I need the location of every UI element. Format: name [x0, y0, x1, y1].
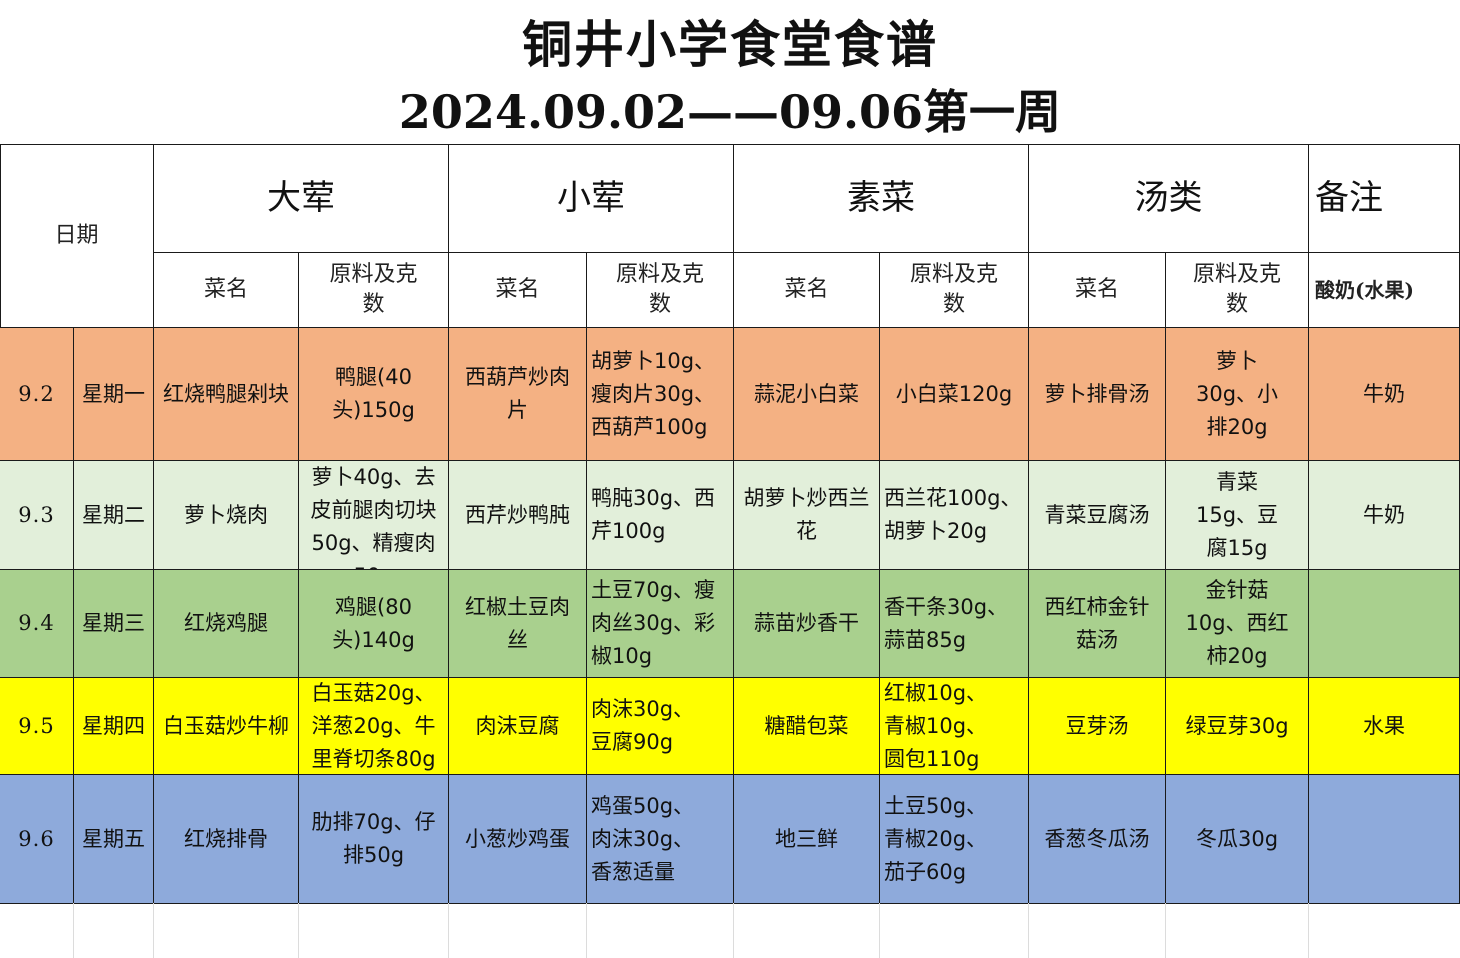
- small-meat-ingredients: 鸡蛋50g、肉沫30g、香葱适量: [587, 775, 734, 904]
- veg-dish: 地三鲜: [734, 775, 880, 904]
- grid-line: [74, 903, 154, 958]
- big-meat-dish: 红烧鸭腿剁块: [154, 328, 299, 461]
- remark: 牛奶: [1309, 461, 1460, 570]
- soup-ingredients: 金针菇10g、西红柿20g: [1166, 570, 1309, 678]
- row-date: 9.4: [0, 570, 74, 678]
- row-weekday: 星期二: [74, 461, 154, 570]
- soup-ingredients: 冬瓜30g: [1166, 775, 1309, 904]
- small-meat-dish: 红椒土豆肉丝: [449, 570, 587, 678]
- subheader-soup-ing: 原料及克数: [1166, 253, 1309, 328]
- menu-title: 铜井小学食堂食谱: [522, 15, 938, 74]
- veg-ingredients: 小白菜120g: [880, 328, 1029, 461]
- small-meat-ingredients: 肉沫30g、豆腐90g: [587, 678, 734, 775]
- veg-dish: 糖醋包菜: [734, 678, 880, 775]
- big-meat-ingredients: 鸭腿(40头)150g: [299, 328, 449, 461]
- soup-ingredients: 萝卜30g、小排20g: [1166, 328, 1309, 461]
- small-meat-dish: 肉沫豆腐: [449, 678, 587, 775]
- grid-line: [154, 903, 299, 958]
- soup-dish: 西红柿金针菇汤: [1029, 570, 1166, 678]
- soup-dish: 青菜豆腐汤: [1029, 461, 1166, 570]
- row-date: 9.2: [0, 328, 74, 461]
- remark: [1309, 570, 1460, 678]
- grid-line: [449, 903, 587, 958]
- big-meat-ingredients: 鸡腿(80头)140g: [299, 570, 449, 678]
- soup-dish: 萝卜排骨汤: [1029, 328, 1166, 461]
- subheader-veg-dish: 菜名: [734, 253, 880, 328]
- header-date-label: 日期: [54, 223, 99, 248]
- big-meat-dish: 白玉菇炒牛柳: [154, 678, 299, 775]
- grid-line: [299, 903, 449, 958]
- grid-line: [1029, 903, 1166, 958]
- row-weekday: 星期五: [74, 775, 154, 904]
- big-meat-ingredients: 白玉菇20g、洋葱20g、牛里脊切条80g: [299, 678, 449, 775]
- big-meat-ingredients: 萝卜40g、去皮前腿肉切块50g、精瘦肉50g: [299, 461, 449, 570]
- grid-line: [734, 903, 880, 958]
- subheader-veg-ing: 原料及克数: [880, 253, 1029, 328]
- subheader-small-meat-ing: 原料及克数: [587, 253, 734, 328]
- row-date: 9.5: [0, 678, 74, 775]
- subheader-small-meat-dish: 菜名: [449, 253, 587, 328]
- veg-ingredients: 西兰花100g、胡萝卜20g: [880, 461, 1029, 570]
- row-weekday: 星期三: [74, 570, 154, 678]
- row-date: 9.6: [0, 775, 74, 904]
- small-meat-ingredients: 胡萝卜10g、瘦肉片30g、西葫芦100g: [587, 328, 734, 461]
- veg-ingredients: 土豆50g、青椒20g、茄子60g: [880, 775, 1029, 904]
- veg-dish: 蒜苗炒香干: [734, 570, 880, 678]
- table-top-border: [0, 144, 1460, 145]
- grid-line: [0, 903, 74, 958]
- veg-ingredients: 香干条30g、蒜苗85g: [880, 570, 1029, 678]
- row-weekday: 星期一: [74, 328, 154, 461]
- big-meat-dish: 红烧排骨: [154, 775, 299, 904]
- soup-dish: 豆芽汤: [1029, 678, 1166, 775]
- small-meat-dish: 小葱炒鸡蛋: [449, 775, 587, 904]
- remark: [1309, 775, 1460, 904]
- grid-line: [880, 903, 1029, 958]
- veg-dish: 蒜泥小白菜: [734, 328, 880, 461]
- row-date: 9.3: [0, 461, 74, 570]
- subheader-soup-dish: 菜名: [1029, 253, 1166, 328]
- header-soup: 汤类: [1029, 145, 1309, 253]
- header-big-meat: 大荤: [154, 145, 449, 253]
- subheader-big-meat-ing: 原料及克数: [299, 253, 449, 328]
- big-meat-ingredients: 肋排70g、仔排50g: [299, 775, 449, 904]
- grid-line: [1166, 903, 1309, 958]
- veg-ingredients: 红椒10g、青椒10g、圆包110g: [880, 678, 1029, 775]
- small-meat-dish: 西葫芦炒肉片: [449, 328, 587, 461]
- big-meat-dish: 红烧鸡腿: [154, 570, 299, 678]
- small-meat-dish: 西芹炒鸭肫: [449, 461, 587, 570]
- soup-dish: 香葱冬瓜汤: [1029, 775, 1166, 904]
- remark: 水果: [1309, 678, 1460, 775]
- soup-ingredients: 青菜15g、豆腐15g: [1166, 461, 1309, 570]
- small-meat-ingredients: 鸭肫30g、西芹100g: [587, 461, 734, 570]
- header-veg: 素菜: [734, 145, 1029, 253]
- remark: 牛奶: [1309, 328, 1460, 461]
- subheader-remark: 酸奶(水果): [1309, 253, 1460, 328]
- small-meat-ingredients: 土豆70g、瘦肉丝30g、彩椒10g: [587, 570, 734, 678]
- header-date: 日期: [0, 145, 154, 328]
- header-small-meat: 小荤: [449, 145, 734, 253]
- menu-week-range: 2024.09.02——09.06第一周: [398, 85, 1062, 139]
- grid-line: [587, 903, 734, 958]
- subheader-big-meat-dish: 菜名: [154, 253, 299, 328]
- row-weekday: 星期四: [74, 678, 154, 775]
- header-remark: 备注: [1309, 145, 1460, 253]
- veg-dish: 胡萝卜炒西兰花: [734, 461, 880, 570]
- soup-ingredients: 绿豆芽30g: [1166, 678, 1309, 775]
- big-meat-dish: 萝卜烧肉: [154, 461, 299, 570]
